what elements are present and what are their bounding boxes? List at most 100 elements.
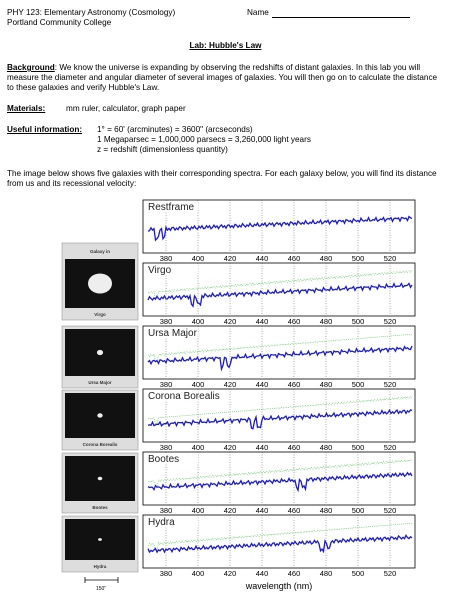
scale-label: 150" xyxy=(96,586,106,592)
tick-label: 400 xyxy=(192,443,205,452)
spectrum xyxy=(147,345,413,372)
tick-label: 400 xyxy=(192,569,205,578)
tick-label: 440 xyxy=(256,506,269,515)
tick-label: 520 xyxy=(384,506,397,515)
spectrum xyxy=(147,282,413,308)
panel-name: Restframe xyxy=(148,202,195,213)
tick-label: 520 xyxy=(384,254,397,263)
tick-label: 380 xyxy=(160,317,173,326)
tick-label: 380 xyxy=(160,254,173,263)
tick-label: 460 xyxy=(288,380,301,389)
tick-label: 480 xyxy=(320,506,333,515)
panel-name-bg xyxy=(146,327,198,338)
tick-label: 460 xyxy=(288,254,301,263)
reference-spectrum xyxy=(147,270,413,300)
panel-name-bg xyxy=(146,453,198,464)
tick-label: 480 xyxy=(320,443,333,452)
materials-label: Materials: xyxy=(7,104,46,113)
tick-label: 480 xyxy=(320,569,333,578)
tick-label: 440 xyxy=(256,317,269,326)
tick-label: 440 xyxy=(256,254,269,263)
panel-name: Ursa Major xyxy=(148,328,198,339)
tick-label: 420 xyxy=(224,569,237,578)
name-line xyxy=(272,17,410,18)
reference-spectrum xyxy=(147,458,413,489)
useful-line: z = redshift (dimensionless quantity) xyxy=(97,145,228,154)
tick-label: 500 xyxy=(352,443,365,452)
course: PHY 123: Elementary Astronomy (Cosmology… xyxy=(7,8,176,17)
tick-label: 380 xyxy=(160,443,173,452)
tick-label: 500 xyxy=(352,317,365,326)
panel-name: Bootes xyxy=(148,454,179,465)
intro: The image below shows five galaxies with… xyxy=(7,169,437,188)
tick-label: 440 xyxy=(256,569,269,578)
panel-name-bg xyxy=(146,264,198,275)
tick-label: 480 xyxy=(320,380,333,389)
title: Lab: Hubble's Law xyxy=(189,41,262,50)
thumbnail-label: Hydra xyxy=(94,564,107,569)
panel-name: Corona Borealis xyxy=(148,391,220,402)
tick-label: 520 xyxy=(384,317,397,326)
tick-label: 460 xyxy=(288,443,301,452)
name-label: Name xyxy=(247,8,269,17)
tick-label: 520 xyxy=(384,380,397,389)
panel-name: Virgo xyxy=(148,265,172,276)
spectrum xyxy=(147,534,413,554)
school: Portland Community College xyxy=(7,18,112,27)
background: Background: We know the universe is expa… xyxy=(7,63,444,93)
tick-label: 440 xyxy=(256,380,269,389)
useful-line: 1 Megaparsec = 1,000,000 parsecs = 3,260… xyxy=(97,135,311,144)
galaxy xyxy=(97,476,103,481)
spectrum xyxy=(147,408,413,430)
tick-label: 400 xyxy=(192,380,205,389)
tick-label: 460 xyxy=(288,569,301,578)
useful-label: Useful information: xyxy=(7,125,83,134)
tick-label: 380 xyxy=(160,506,173,515)
tick-label: 420 xyxy=(224,317,237,326)
thumbnail-label: Corona Borealis xyxy=(83,442,118,447)
spectrum xyxy=(147,471,413,493)
background-text: : We know the universe is expanding by o… xyxy=(7,63,438,92)
tick-label: 500 xyxy=(352,506,365,515)
panel-name-bg xyxy=(146,201,198,212)
tick-label: 420 xyxy=(224,380,237,389)
tick-label: 420 xyxy=(224,443,237,452)
tick-label: 400 xyxy=(192,254,205,263)
tick-label: 460 xyxy=(288,317,301,326)
tick-label: 520 xyxy=(384,569,397,578)
tick-label: 420 xyxy=(224,506,237,515)
thumbnail-label: Bootes xyxy=(92,505,108,510)
thumbnail-header: Galaxy in xyxy=(90,249,110,254)
tick-label: 500 xyxy=(352,254,365,263)
thumbnail-label: Ursa Major xyxy=(88,380,112,385)
tick-label: 400 xyxy=(192,317,205,326)
tick-label: 420 xyxy=(224,254,237,263)
spectrum xyxy=(147,215,413,242)
tick-label: 380 xyxy=(160,569,173,578)
tick-label: 500 xyxy=(352,380,365,389)
tick-label: 480 xyxy=(320,317,333,326)
tick-label: 520 xyxy=(384,443,397,452)
tick-label: 480 xyxy=(320,254,333,263)
galaxy xyxy=(88,273,112,294)
galaxy xyxy=(97,413,103,418)
panel-name-bg xyxy=(146,516,198,527)
tick-label: 460 xyxy=(288,506,301,515)
panel-name-bg xyxy=(146,390,198,401)
thumbnail-label: Virgo xyxy=(94,312,106,317)
tick-label: 380 xyxy=(160,380,173,389)
tick-label: 400 xyxy=(192,506,205,515)
galaxy xyxy=(96,349,104,356)
tick-label: 440 xyxy=(256,443,269,452)
galaxy xyxy=(98,538,102,541)
background-label: Background xyxy=(7,63,55,72)
tick-label: 500 xyxy=(352,569,365,578)
useful-line: 1° = 60' (arcminutes) = 3600" (arcsecond… xyxy=(97,125,253,134)
panel-name: Hydra xyxy=(148,517,175,528)
materials-text: mm ruler, calculator, graph paper xyxy=(66,104,186,113)
x-axis-label: wavelength (nm) xyxy=(245,581,313,591)
reference-spectrum xyxy=(147,395,413,425)
reference-spectrum xyxy=(147,333,413,363)
